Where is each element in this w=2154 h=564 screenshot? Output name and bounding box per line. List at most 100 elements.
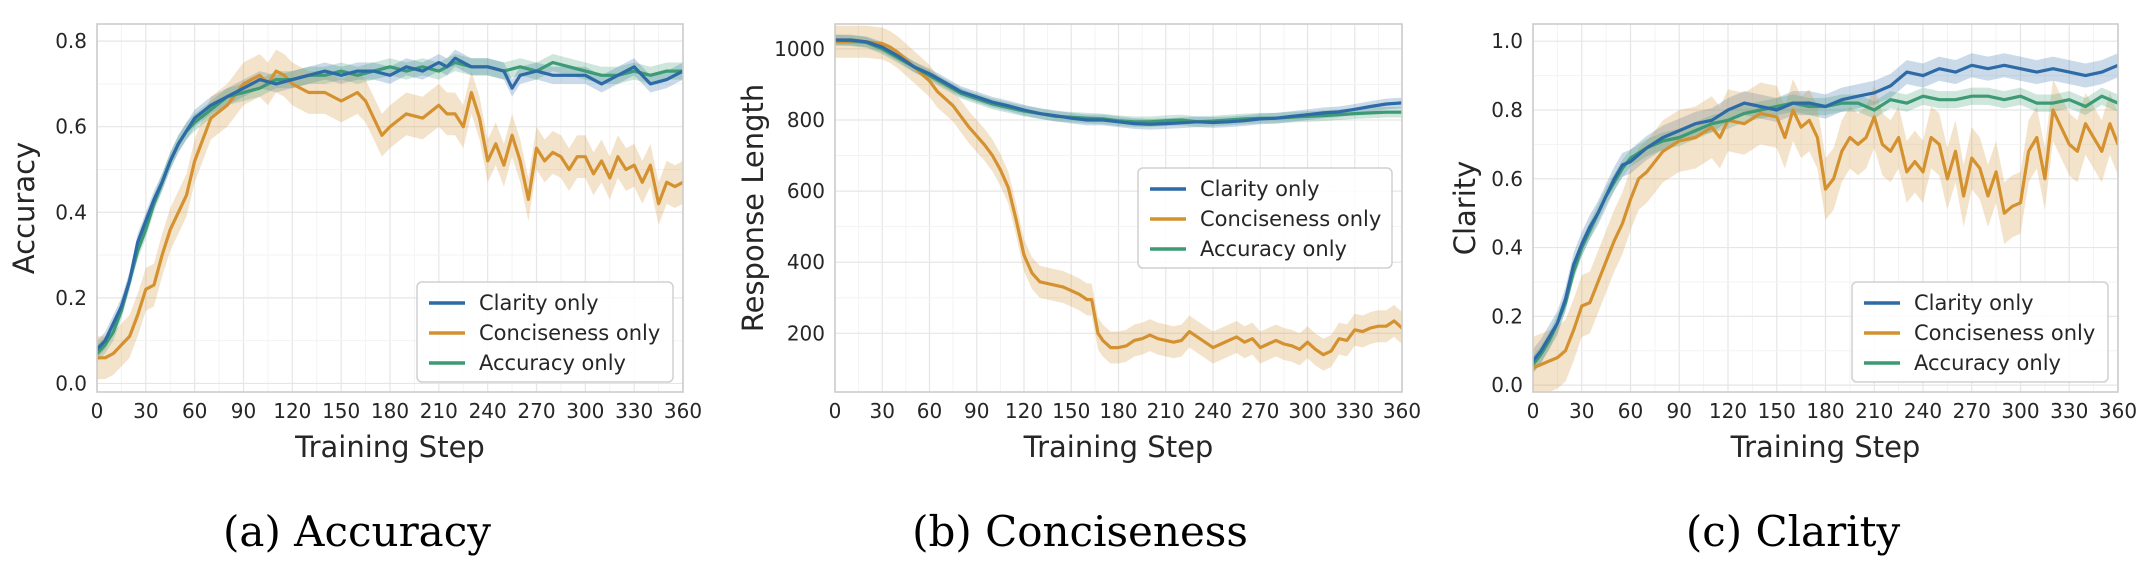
x-tick-label: 210 [420,399,458,423]
x-tick-label: 270 [1953,399,1991,423]
x-tick-label: 300 [2001,399,2039,423]
line-conciseness-only [835,40,1402,357]
x-tick-label: 240 [469,399,507,423]
y-tick-label: 0.2 [1491,304,1523,328]
y-tick-label: 0.8 [55,29,87,53]
y-tick-label: 0.0 [1491,373,1523,397]
x-tick-label: 330 [2050,399,2088,423]
line-conciseness-only [1533,108,2118,370]
y-tick-label: 1.0 [1491,29,1523,53]
band-conciseness-only [835,25,1402,371]
line-clarity-only [97,56,683,351]
legend-label-conciseness-only: Conciseness only [1914,321,2095,345]
x-tick-label: 60 [182,399,207,423]
y-tick-label: 400 [787,250,825,274]
x-tick-label: 60 [1618,399,1643,423]
x-tick-label: 30 [133,399,158,423]
series-group [97,49,683,380]
y-axis-label: Accuracy [7,142,41,274]
y-tick-label: 0.6 [1491,167,1523,191]
legend-label-clarity-only: Clarity only [479,291,599,315]
band-conciseness-only [97,49,683,380]
figure-caption: (a) Accuracy [223,507,491,556]
y-tick-label: 0.4 [55,200,87,224]
legend: Clarity only Conciseness only Accuracy onl… [416,281,674,383]
legend-box [1851,281,2109,383]
band-accuracy-only [835,34,1402,128]
x-tick-label: 240 [1904,399,1942,423]
legend-box [416,281,674,383]
legend-label-conciseness-only: Conciseness only [479,321,660,345]
x-tick-label: 90 [231,399,256,423]
x-tick-label: 180 [1806,399,1844,423]
x-axis-label: Training Step [294,430,485,464]
accuracy-panel: 0 30 60 90 120 150 180 210 240 270 300 330 360 0.0 0.2… [7,23,702,556]
y-tick-label: 0.4 [1491,236,1523,260]
plot-frame [834,23,1403,393]
x-axis-label: Training Step [1023,430,1214,464]
x-tick-label: 120 [273,399,311,423]
y-tick-label: 600 [787,179,825,203]
x-tick-label: 0 [91,399,104,423]
x-tick-label: 150 [1758,399,1796,423]
x-tick-label: 0 [829,399,842,423]
y-axis-label: Clarity [1448,161,1482,256]
plot-frame [1532,23,2119,393]
x-tick-label: 360 [664,399,702,423]
band-clarity-only [835,34,1402,130]
band-clarity-only [1533,53,2118,374]
x-tick-label: 180 [1099,399,1137,423]
y-tick-label: 800 [787,108,825,132]
plot-frame [96,23,684,393]
legend-box [1137,167,1393,269]
y-tick-label: 0.0 [55,371,87,395]
x-tick-label: 90 [1667,399,1692,423]
x-tick-label: 270 [517,399,555,423]
x-tick-label: 60 [917,399,942,423]
legend: Clarity only Conciseness only Accuracy onl… [1851,281,2109,383]
x-tick-label: 360 [1383,399,1421,423]
x-tick-label: 180 [371,399,409,423]
line-conciseness-only [97,69,683,360]
legend: Clarity only Conciseness only Accuracy onl… [1137,167,1393,269]
legend-label-clarity-only: Clarity only [1914,291,2034,315]
x-tick-label: 300 [1288,399,1326,423]
x-tick-label: 360 [2099,399,2137,423]
series-group [1533,53,2118,392]
conciseness-panel: 0 30 60 90 120 150 180 210 240 270 300 330 360 200 400… [736,23,1421,556]
x-tick-label: 120 [1709,399,1747,423]
x-tick-label: 150 [322,399,360,423]
x-tick-label: 30 [1569,399,1594,423]
legend-label-accuracy-only: Accuracy only [479,351,626,375]
x-tick-label: 330 [615,399,653,423]
x-tick-label: 0 [1527,399,1540,423]
x-tick-label: 90 [964,399,989,423]
legend-label-accuracy-only: Accuracy only [1200,237,1347,261]
y-tick-label: 1000 [774,37,825,61]
series-group [835,25,1402,371]
x-tick-label: 210 [1147,399,1185,423]
y-tick-label: 0.8 [1491,98,1523,122]
x-tick-label: 240 [1194,399,1232,423]
x-tick-label: 300 [566,399,604,423]
figure-caption: (b) Conciseness [912,507,1248,556]
figure-caption: (c) Clarity [1686,507,1901,556]
line-clarity-only [1533,63,2118,363]
x-tick-label: 120 [1005,399,1043,423]
x-tick-label: 270 [1241,399,1279,423]
y-tick-label: 0.2 [55,286,87,310]
legend-label-clarity-only: Clarity only [1200,177,1320,201]
line-clarity-only [835,38,1402,126]
x-tick-label: 30 [870,399,895,423]
x-tick-label: 210 [1855,399,1893,423]
legend-label-conciseness-only: Conciseness only [1200,207,1381,231]
x-axis-label: Training Step [1730,430,1921,464]
x-tick-label: 330 [1336,399,1374,423]
y-tick-label: 0.6 [55,115,87,139]
y-axis-label: Response Length [736,84,770,333]
legend-label-accuracy-only: Accuracy only [1914,351,2061,375]
x-tick-label: 150 [1052,399,1090,423]
y-tick-label: 200 [787,321,825,345]
clarity-panel: 0 30 60 90 120 150 180 210 240 270 300 330 360 0.0 0.2… [1448,23,2137,556]
